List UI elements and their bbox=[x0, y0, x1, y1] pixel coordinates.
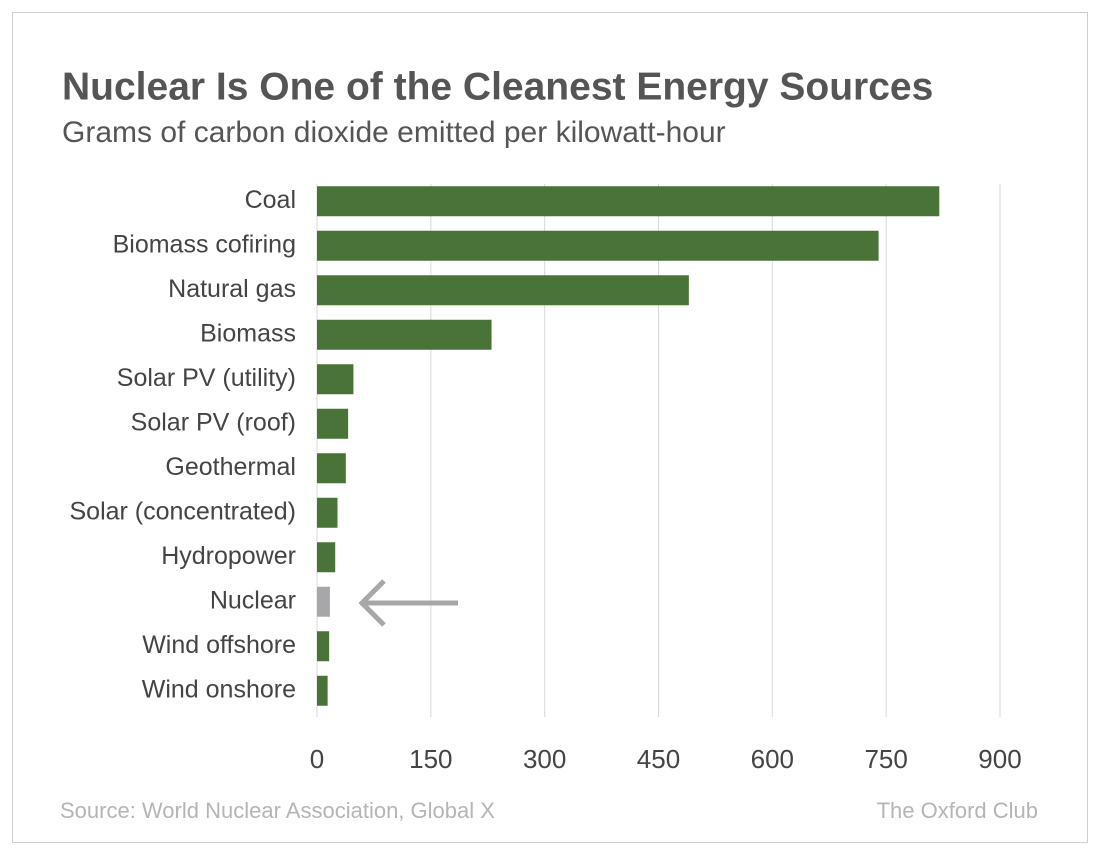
bar bbox=[317, 675, 328, 706]
frame bbox=[12, 12, 1088, 843]
x-tick-label: 300 bbox=[523, 744, 566, 774]
bar bbox=[317, 230, 879, 261]
x-tick-label: 600 bbox=[751, 744, 794, 774]
y-tick-label: Solar PV (utility) bbox=[117, 364, 296, 392]
bar bbox=[317, 542, 336, 573]
x-tick-label: 0 bbox=[310, 744, 324, 774]
chart-title: Nuclear Is One of the Cleanest Energy So… bbox=[62, 65, 933, 108]
source: Source: World Nuclear Association, Globa… bbox=[60, 798, 495, 823]
y-tick-label: Coal bbox=[245, 186, 296, 214]
bar bbox=[317, 408, 349, 439]
x-tick-label: 150 bbox=[409, 744, 452, 774]
bar bbox=[317, 275, 689, 306]
bar bbox=[317, 453, 346, 484]
x-tick-label: 750 bbox=[864, 744, 907, 774]
bar bbox=[317, 364, 354, 395]
bar bbox=[317, 586, 330, 617]
y-tick-label: Solar (concentrated) bbox=[69, 497, 296, 525]
x-tick-label: 900 bbox=[978, 744, 1021, 774]
y-tick-label: Wind onshore bbox=[142, 675, 296, 703]
bar bbox=[317, 631, 330, 662]
bar bbox=[317, 319, 492, 350]
y-tick-label: Biomass cofiring bbox=[113, 230, 296, 258]
y-tick-label: Nuclear bbox=[210, 586, 296, 614]
bar bbox=[317, 186, 940, 217]
chart-subtitle: Grams of carbon dioxide emitted per kilo… bbox=[62, 116, 726, 149]
y-tick-label: Biomass bbox=[200, 319, 296, 347]
y-tick-label: Natural gas bbox=[168, 275, 296, 303]
arrow bbox=[358, 579, 458, 627]
credit: The Oxford Club bbox=[877, 798, 1038, 823]
y-tick-label: Geothermal bbox=[165, 453, 296, 481]
y-tick-label: Hydropower bbox=[161, 542, 296, 570]
y-tick-label: Solar PV (roof) bbox=[131, 408, 296, 436]
bar bbox=[317, 497, 338, 528]
y-tick-label: Wind offshore bbox=[142, 631, 296, 659]
x-tick-label: 450 bbox=[637, 744, 680, 774]
